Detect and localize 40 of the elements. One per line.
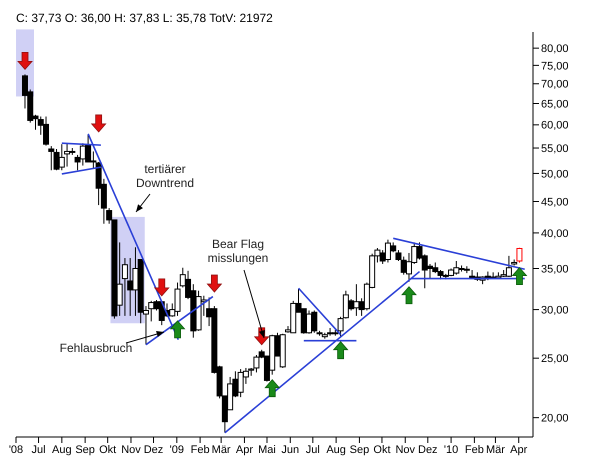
annotation: Fehlausbruch: [60, 341, 132, 355]
y-tick-label: 20,00: [541, 412, 569, 425]
x-tick-label: Dez: [144, 444, 164, 456]
x-tick-label: Aug: [52, 444, 72, 456]
annotation: tertiärer Downtrend: [136, 162, 194, 190]
annotation: Bear Flag misslungen: [208, 237, 268, 265]
x-tick-label: Aug: [326, 444, 346, 456]
y-tick-label: 50,00: [541, 168, 569, 180]
x-tick-label: Jun: [281, 444, 300, 456]
x-tick-label: Okt: [99, 444, 116, 456]
y-tick-label: 80,00: [541, 43, 569, 56]
x-tick-label: '09: [170, 444, 184, 456]
x-tick-label: Apr: [510, 444, 528, 456]
x-tick-label: '10: [444, 444, 458, 456]
x-tick-label: Mai: [258, 444, 276, 456]
x-tick-label: Sep: [75, 444, 95, 456]
x-tick-label: Nov: [395, 444, 416, 456]
x-tick-label: Dez: [418, 444, 438, 456]
x-tick-label: Nov: [121, 444, 142, 456]
y-tick-label: 40,00: [541, 228, 569, 240]
x-tick-label: Okt: [373, 444, 391, 456]
y-tick-label: 55,00: [541, 142, 569, 155]
x-tick-label: Apr: [236, 444, 254, 456]
y-tick-label: 45,00: [541, 196, 569, 208]
y-tick-label: 65,00: [541, 98, 569, 110]
x-tick-label: Sep: [350, 444, 370, 456]
y-tick-label: 70,00: [541, 78, 569, 91]
x-tick-label: Feb: [464, 444, 484, 456]
x-tick-label: Mär: [486, 444, 506, 456]
chart-title: C: 37,73 O: 36,00 H: 37,83 L: 35,78 TotV: 21972: [16, 11, 274, 25]
x-tick-label: Jul: [306, 444, 320, 456]
x-tick-label: Feb: [190, 444, 210, 456]
y-tick-label: 35,00: [541, 263, 569, 276]
y-tick-label: 30,00: [541, 304, 569, 316]
y-tick-label: 60,00: [541, 120, 569, 132]
y-tick-label: 75,00: [541, 60, 569, 72]
x-tick-label: Jul: [32, 444, 46, 456]
x-tick-label: Mär: [212, 444, 231, 456]
x-tick-label: '08: [8, 444, 24, 456]
y-tick-label: 25,00: [541, 353, 569, 366]
